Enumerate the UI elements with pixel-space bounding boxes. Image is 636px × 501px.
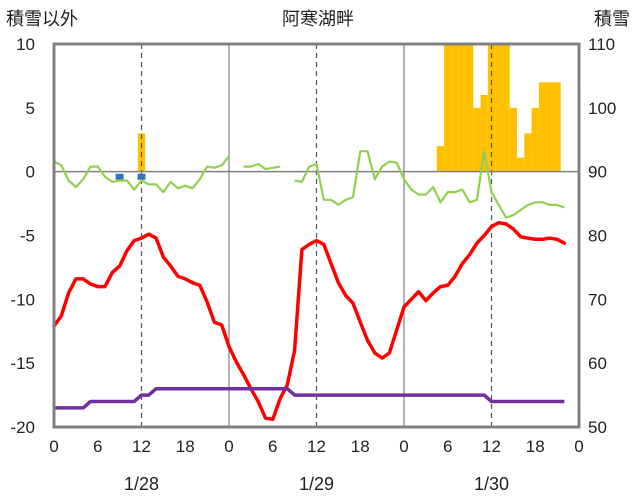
x-tick-label: 18 <box>351 437 370 456</box>
lines-layer <box>52 150 567 422</box>
right-tick-label: 80 <box>588 227 607 246</box>
green-series-line <box>53 155 230 194</box>
x-tick-label: 12 <box>482 437 501 456</box>
left-tick-label: 10 <box>16 35 35 54</box>
precip-bar <box>524 133 532 172</box>
precip-bar <box>546 82 554 172</box>
x-tick-label: 18 <box>176 437 195 456</box>
precip-bar <box>553 82 561 172</box>
x-tick-label: 18 <box>526 437 545 456</box>
right-tick-label: 90 <box>588 163 607 182</box>
left-tick-label: 0 <box>26 163 35 182</box>
x-axis-ticks: 0 6 12 18 0 6 12 18 0 6 12 18 0 <box>49 437 583 456</box>
precip-bar <box>458 44 466 172</box>
date-label: 1/30 <box>474 474 509 494</box>
small-mark <box>115 173 124 180</box>
right-tick-label: 100 <box>588 99 616 118</box>
precip-bar <box>436 146 445 172</box>
precip-bar <box>517 157 525 172</box>
x-tick-label: 6 <box>93 437 102 456</box>
plot-frame <box>52 42 581 429</box>
left-tick-label: -5 <box>20 227 35 246</box>
chart-title: 阿寒湖畔 <box>282 9 354 29</box>
x-tick-label: 0 <box>574 437 583 456</box>
precip-bar <box>509 107 518 172</box>
green-series-line <box>294 150 565 219</box>
x-tick-label: 0 <box>224 437 233 456</box>
left-axis-label: 積雪以外 <box>6 9 78 29</box>
precip-bar <box>480 95 488 172</box>
right-tick-label: 110 <box>588 35 615 54</box>
x-tick-label: 0 <box>49 437 58 456</box>
x-tick-label: 0 <box>399 437 408 456</box>
precip-bar <box>465 44 474 172</box>
temperature-line <box>52 220 567 422</box>
green-series-line <box>243 162 281 171</box>
right-axis-label: 積雪 <box>594 9 630 29</box>
right-tick-label: 60 <box>588 354 607 373</box>
date-label: 1/28 <box>124 474 159 494</box>
grid-layer <box>54 44 579 427</box>
x-tick-label: 6 <box>268 437 277 456</box>
left-axis-ticks: 10 5 0 -5 -10 -15 -20 <box>10 35 35 437</box>
precip-bar <box>538 82 547 172</box>
date-label: 1/29 <box>299 474 334 494</box>
small-mark <box>137 173 146 180</box>
bars-layer <box>115 44 561 180</box>
precip-bar <box>502 44 510 172</box>
snow-depth-line <box>54 386 565 410</box>
right-tick-label: 70 <box>588 290 607 309</box>
precip-bar <box>495 44 503 172</box>
right-tick-label: 50 <box>588 418 607 437</box>
left-tick-label: 5 <box>26 99 35 118</box>
precip-bar <box>473 107 481 172</box>
left-tick-label: -20 <box>10 418 35 437</box>
date-labels: 1/28 1/29 1/30 <box>124 474 509 494</box>
precip-bar <box>451 44 459 172</box>
left-tick-label: -15 <box>10 354 35 373</box>
right-axis-ticks: 110 100 90 80 70 60 50 <box>588 35 616 437</box>
x-tick-label: 6 <box>443 437 452 456</box>
left-tick-label: -10 <box>10 290 35 309</box>
precip-bar <box>531 107 539 172</box>
x-tick-label: 12 <box>132 437 151 456</box>
precip-bar <box>444 44 452 172</box>
x-tick-label: 12 <box>307 437 326 456</box>
